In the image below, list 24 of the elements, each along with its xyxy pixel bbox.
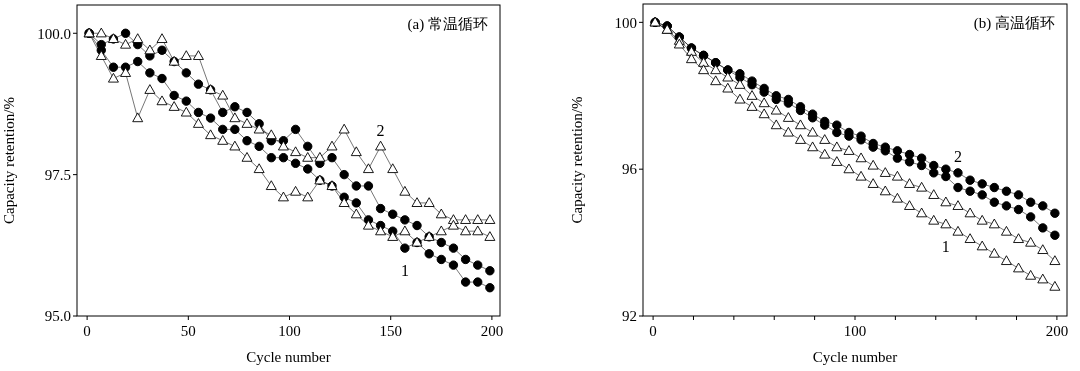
x-axis-title: Cycle number xyxy=(812,349,898,365)
annotation: 2 xyxy=(953,148,962,166)
x-axis-title: Cycle number xyxy=(246,349,331,365)
x-tick-label: 50 xyxy=(180,323,196,339)
x-tick-label: 200 xyxy=(480,323,504,339)
annotation: 1 xyxy=(941,237,950,255)
x-tick-label: 0 xyxy=(649,323,657,339)
y-tick-label: 100 xyxy=(614,14,637,31)
y-axis-title: Capacity retention/% xyxy=(1,96,17,225)
y-tick-label: 97.5 xyxy=(44,166,71,183)
y-tick-label: 92 xyxy=(622,308,637,325)
annotation: 2 xyxy=(376,121,385,139)
x-tick-label: 100 xyxy=(843,323,867,339)
y-axis-title: Capacity retention/% xyxy=(569,96,585,224)
x-tick-label: 0 xyxy=(83,323,91,339)
y-tick-label: 96 xyxy=(622,161,638,178)
y-tick-label: 100.0 xyxy=(37,25,71,42)
annotation: 1 xyxy=(400,261,409,279)
x-tick-label: 200 xyxy=(1045,323,1069,339)
x-tick-label: 150 xyxy=(379,323,402,339)
y-tick-label: 95.0 xyxy=(44,308,71,325)
x-tick-label: 100 xyxy=(278,323,301,339)
text: (a) 常温循环 xyxy=(407,16,488,33)
text: (b) 高温循环 xyxy=(973,15,1055,32)
